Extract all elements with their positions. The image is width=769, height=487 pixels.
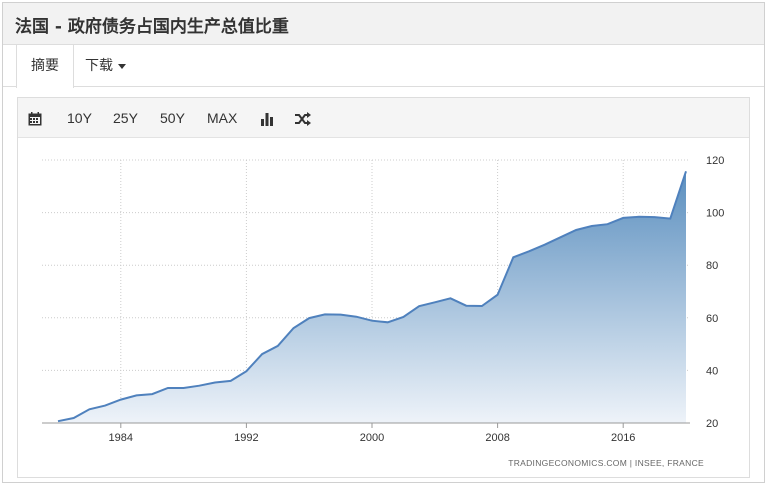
tab-bar: 摘要 下载	[3, 45, 764, 88]
y-tick-label: 80	[706, 260, 718, 272]
x-tick-label: 2016	[611, 432, 635, 444]
x-tick-label: 1984	[109, 432, 133, 444]
x-tick-label: 1992	[234, 432, 258, 444]
x-tick-label: 2008	[485, 432, 509, 444]
tab-summary[interactable]: 摘要	[16, 45, 74, 88]
bar-chart-icon	[261, 113, 273, 127]
y-tick-label: 120	[706, 155, 724, 167]
range-50y-button[interactable]: 50Y	[160, 110, 185, 126]
y-tick-label: 100	[706, 208, 724, 220]
range-10y-button[interactable]: 10Y	[67, 110, 92, 126]
chart-toolbar: 10Y 25Y 50Y MAX	[18, 98, 749, 138]
series-area	[58, 171, 686, 423]
source-label: TRADINGECONOMICS.COM | INSEE, FRANCE	[508, 458, 704, 468]
calendar-icon	[28, 112, 42, 126]
series-line	[57, 170, 687, 423]
page-title: 法国 - 政府债务占国内生产总值比重	[15, 17, 289, 37]
shuffle-button[interactable]	[295, 98, 311, 138]
tab-summary-label: 摘要	[31, 58, 59, 74]
y-tick-label: 20	[706, 418, 718, 430]
tab-download-label: 下载	[85, 58, 113, 74]
y-tick-label: 60	[706, 313, 718, 325]
calendar-button[interactable]	[28, 98, 42, 138]
chart-panel: 10Y 25Y 50Y MAX	[17, 97, 750, 478]
chart-widget: 法国 - 政府债务占国内生产总值比重 摘要 下载 10Y 25Y	[2, 2, 765, 483]
range-25y-button[interactable]: 25Y	[113, 110, 138, 126]
shuffle-icon	[295, 112, 311, 127]
tab-download[interactable]: 下载	[85, 45, 126, 87]
caret-down-icon	[118, 63, 126, 69]
y-tick-label: 40	[706, 365, 718, 377]
chart-plot: 20 40 60 80 100 120 1984 1992 2000 2008 2016 TRADI…	[42, 155, 724, 468]
x-tick-label: 2000	[360, 432, 384, 444]
bar-chart-button[interactable]	[260, 98, 274, 138]
range-max-button[interactable]: MAX	[207, 110, 238, 126]
title-bar: 法国 - 政府债务占国内生产总值比重	[3, 3, 764, 45]
